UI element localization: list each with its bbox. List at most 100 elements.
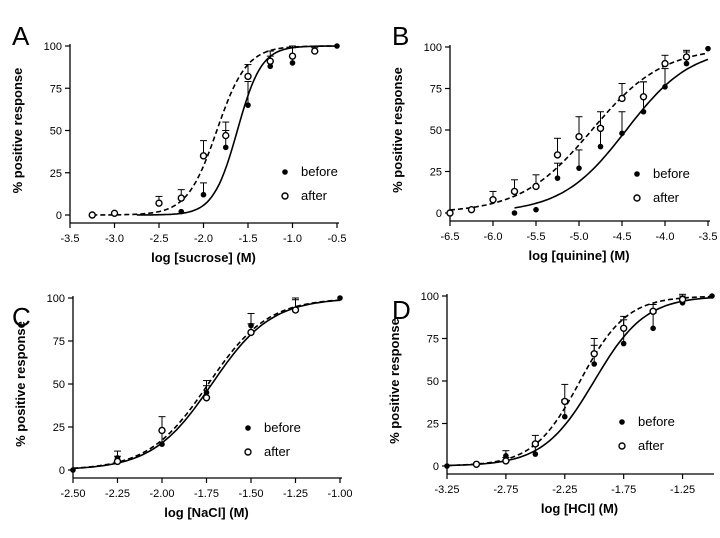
panel-c: C 0 25 50 75 100 -2.50 -2.25 -2.00 -1.75 -1.50 -1.2… [12, 293, 353, 520]
x-axis-title: log [sucrose] (M) [151, 250, 256, 265]
x-tick-label: -2.0 [194, 233, 213, 245]
legend-marker-after [619, 443, 625, 449]
y-axis-title: % positive response [10, 68, 25, 194]
panel-letter: B [392, 21, 409, 51]
data-point-before [641, 109, 647, 115]
data-point-after [204, 395, 210, 401]
data-point-after [267, 58, 273, 64]
y-tick-label: 25 [50, 168, 62, 180]
data-point-after [650, 308, 656, 314]
data-point-before [290, 60, 296, 66]
y-tick-label: 75 [50, 83, 62, 95]
y-tick-label: 75 [430, 84, 442, 96]
panel-d: D 0 25 50 75 100 -3.25 -2.75 -2.25 -1.75 -1.25 log … [387, 291, 715, 516]
legend-label-before: before [638, 414, 675, 429]
legend-marker-before [282, 169, 288, 175]
x-tick-label: -3.25 [434, 484, 459, 496]
y-axis-title: % positive response [387, 318, 402, 444]
data-point-before [245, 102, 251, 108]
data-point-after [223, 133, 229, 139]
legend-marker-before [245, 425, 251, 431]
data-point-after [248, 329, 254, 335]
figure-canvas: A0255075100-3.5 -3.0 -2.5 -2.0 -1.5 -1.0 -0.5l… [0, 0, 720, 538]
data-point-after [591, 351, 597, 357]
data-point-after [245, 73, 251, 79]
data-point-after [201, 153, 207, 159]
data-point-after [512, 188, 518, 194]
x-axis-title: log [NaCl] (M) [164, 505, 248, 520]
data-point-after [447, 210, 453, 216]
data-point-after [490, 197, 496, 203]
y-tick-label: 25 [427, 419, 439, 431]
data-point-before [533, 207, 539, 213]
y-tick-label: 75 [53, 336, 65, 348]
data-point-after [312, 48, 318, 54]
data-point-before [576, 165, 582, 171]
data-point-after [533, 183, 539, 189]
x-tick-label: -1.00 [327, 488, 352, 500]
data-point-after [641, 94, 647, 100]
legend-label-before: before [653, 166, 690, 181]
data-point-after [555, 152, 561, 158]
y-tick-label: 75 [427, 334, 439, 346]
y-tick-label: 100 [424, 42, 442, 54]
data-point-after [156, 200, 162, 206]
y-tick-label: 0 [433, 461, 439, 473]
y-tick-label: 0 [436, 208, 442, 220]
legend-label-before: before [264, 420, 301, 435]
legend: before after [634, 166, 690, 205]
legend-marker-after [282, 193, 288, 199]
y-tick-label: 25 [53, 422, 65, 434]
x-tick-label: -1.5 [239, 233, 258, 245]
y-tick-label: 100 [44, 41, 62, 53]
data-point-before [555, 175, 561, 181]
fit-curve-after [447, 297, 712, 466]
data-point-before [512, 210, 518, 216]
x-tick-label: -2.50 [60, 488, 85, 500]
legend-marker-before [619, 419, 625, 425]
y-tick-label: 50 [430, 125, 442, 137]
legend-marker-after [245, 449, 251, 455]
panel-b: B 0 25 50 75 100 -6.5 -6.0 -5.5 -5.0 -4.5 -4.0 -3.5 l… [390, 21, 717, 263]
x-tick-label: -1.25 [283, 488, 308, 500]
x-tick-label: -6.5 [441, 231, 460, 243]
x-tick-label: -2.00 [149, 488, 174, 500]
y-axis-title: % positive response [390, 67, 405, 193]
data-point-after [112, 210, 118, 216]
data-point-after [115, 458, 121, 464]
series-after [89, 46, 337, 218]
panel-a: A 0 25 50 75 100 -3.5 -3.0 -2.5 -2.0 -1.5 -1.0 -0.5 l… [10, 21, 346, 265]
y-tick-label: 50 [50, 126, 62, 138]
data-point-before [178, 209, 184, 215]
legend: before after [619, 414, 675, 453]
data-point-after [576, 134, 582, 140]
legend-marker-before [634, 171, 640, 177]
x-tick-label: -3.5 [61, 233, 80, 245]
data-point-after [684, 54, 690, 60]
data-point-after [562, 398, 568, 404]
data-point-after [621, 325, 627, 331]
x-tick-label: -4.0 [656, 231, 675, 243]
x-tick-label: -2.75 [493, 484, 518, 496]
series-before [70, 295, 343, 473]
y-tick-label: 50 [53, 379, 65, 391]
data-point-before [705, 46, 711, 52]
data-point-before [201, 192, 207, 198]
data-point-after [473, 461, 479, 467]
data-point-after [662, 61, 668, 67]
data-point-after [598, 125, 604, 131]
data-point-before [562, 414, 568, 420]
x-tick-label: -1.25 [670, 484, 695, 496]
y-tick-label: 0 [56, 210, 62, 222]
legend-marker-after [634, 195, 640, 201]
data-point-after [290, 53, 296, 59]
x-axis-title: log [quinine] (M) [528, 248, 629, 263]
y-tick-label: 50 [427, 376, 439, 388]
panel-letter: A [12, 21, 30, 51]
x-tick-label: -1.50 [238, 488, 263, 500]
data-point-before [591, 361, 597, 367]
x-tick-label: -5.5 [527, 231, 546, 243]
data-point-after [159, 427, 165, 433]
data-point-before [533, 451, 539, 457]
legend-label-after: after [264, 444, 291, 459]
